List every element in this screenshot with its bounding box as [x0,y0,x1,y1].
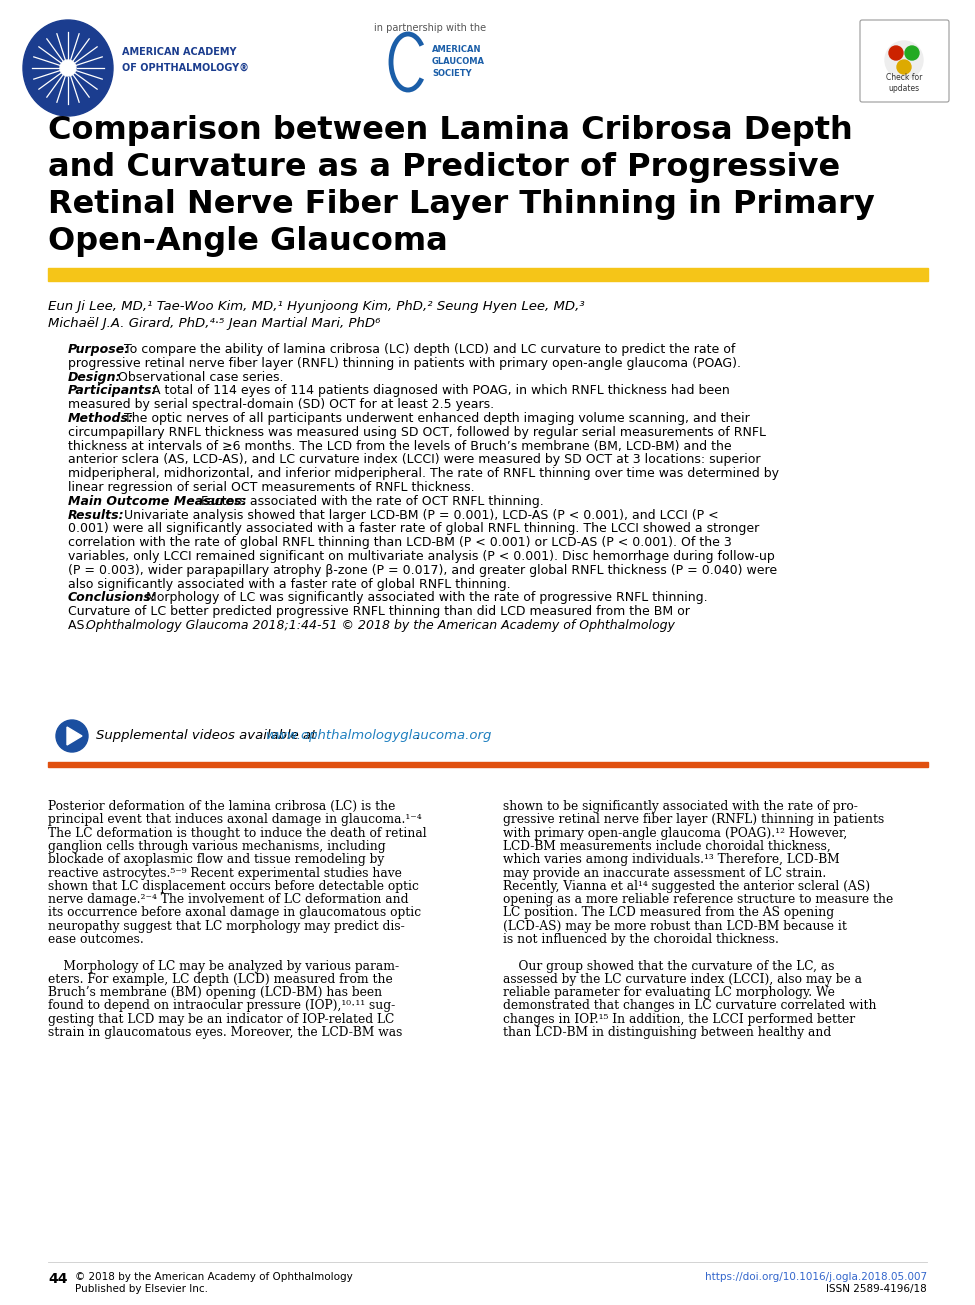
Text: Recently, Vianna et al¹⁴ suggested the anterior scleral (AS): Recently, Vianna et al¹⁴ suggested the a… [503,880,870,893]
Text: ISSN 2589-4196/18: ISSN 2589-4196/18 [826,1284,927,1295]
Text: Comparison between Lamina Cribrosa Depth: Comparison between Lamina Cribrosa Depth [48,115,853,146]
Circle shape [905,46,919,60]
Circle shape [56,720,88,752]
Text: linear regression of serial OCT measurements of RNFL thickness.: linear regression of serial OCT measurem… [68,482,475,495]
FancyBboxPatch shape [860,20,949,102]
Text: circumpapillary RNFL thickness was measured using SD OCT, followed by regular se: circumpapillary RNFL thickness was measu… [68,425,766,438]
Text: The LC deformation is thought to induce the death of retinal: The LC deformation is thought to induce … [48,826,427,839]
Text: gesting that LCD may be an indicator of IOP-related LC: gesting that LCD may be an indicator of … [48,1013,394,1026]
Ellipse shape [23,20,113,116]
Text: To compare the ability of lamina cribrosa (LC) depth (LCD) and LC curvature to p: To compare the ability of lamina cribros… [112,343,735,356]
Text: Published by Elsevier Inc.: Published by Elsevier Inc. [75,1284,208,1295]
Text: GLAUCOMA: GLAUCOMA [432,57,485,67]
Text: Observational case series.: Observational case series. [106,371,284,384]
Text: progressive retinal nerve fiber layer (RNFL) thinning in patients with primary o: progressive retinal nerve fiber layer (R… [68,356,741,369]
Text: Results:: Results: [68,509,125,522]
Text: also significantly associated with a faster rate of global RNFL thinning.: also significantly associated with a fas… [68,578,511,591]
Text: Eun Ji Lee, MD,¹ Tae-Woo Kim, MD,¹ Hyunjoong Kim, PhD,² Seung Hyen Lee, MD,³: Eun Ji Lee, MD,¹ Tae-Woo Kim, MD,¹ Hyunj… [48,300,585,313]
Text: LCD-BM measurements include choroidal thickness,: LCD-BM measurements include choroidal th… [503,840,831,853]
Text: and Curvature as a Predictor of Progressive: and Curvature as a Predictor of Progress… [48,151,840,183]
Text: AS.: AS. [68,619,93,632]
Text: Curvature of LC better predicted progressive RNFL thinning than did LCD measured: Curvature of LC better predicted progres… [68,606,690,619]
Text: © 2018 by the American Academy of Ophthalmology: © 2018 by the American Academy of Ophtha… [75,1272,353,1282]
Text: anterior sclera (AS, LCD-AS), and LC curvature index (LCCI) were measured by SD : anterior sclera (AS, LCD-AS), and LC cur… [68,453,760,466]
Text: gressive retinal nerve fiber layer (RNFL) thinning in patients: gressive retinal nerve fiber layer (RNFL… [503,813,884,826]
Text: Methods:: Methods: [68,412,134,425]
Text: 0.001) were all significantly associated with a faster rate of global RNFL thinn: 0.001) were all significantly associated… [68,522,760,535]
Text: Open-Angle Glaucoma: Open-Angle Glaucoma [48,226,448,257]
Text: ganglion cells through various mechanisms, including: ganglion cells through various mechanism… [48,840,386,853]
Text: Our group showed that the curvature of the LC, as: Our group showed that the curvature of t… [503,959,835,972]
Text: shown that LC displacement occurs before detectable optic: shown that LC displacement occurs before… [48,880,419,893]
Bar [48,268,928,281]
Text: (LCD-AS) may be more robust than LCD-BM because it: (LCD-AS) may be more robust than LCD-BM … [503,920,847,933]
Text: demonstrated that changes in LC curvature correlated with: demonstrated that changes in LC curvatur… [503,1000,877,1013]
Circle shape [889,46,903,60]
Text: changes in IOP.¹⁵ In addition, the LCCI performed better: changes in IOP.¹⁵ In addition, the LCCI … [503,1013,855,1026]
Circle shape [885,40,923,80]
Text: Purpose:: Purpose: [68,343,131,356]
Text: found to depend on intraocular pressure (IOP),¹⁰⋅¹¹ sug-: found to depend on intraocular pressure … [48,1000,395,1013]
Text: Factors associated with the rate of OCT RNFL thinning.: Factors associated with the rate of OCT … [189,495,544,508]
Text: Design:: Design: [68,371,122,384]
Text: Bruch’s membrane (BM) opening (LCD-BM) has been: Bruch’s membrane (BM) opening (LCD-BM) h… [48,987,382,1000]
Text: Morphology of LC was significantly associated with the rate of progressive RNFL : Morphology of LC was significantly assoc… [134,591,708,604]
Text: Retinal Nerve Fiber Layer Thinning in Primary: Retinal Nerve Fiber Layer Thinning in Pr… [48,189,875,221]
Text: Check for
updates: Check for updates [886,73,922,93]
Text: .: . [415,729,419,743]
Text: assessed by the LC curvature index (LCCI), also may be a: assessed by the LC curvature index (LCCI… [503,974,862,985]
Text: Supplemental videos available at: Supplemental videos available at [96,729,321,743]
Text: AMERICAN ACADEMY: AMERICAN ACADEMY [122,47,237,57]
Text: blockade of axoplasmic flow and tissue remodeling by: blockade of axoplasmic flow and tissue r… [48,853,384,867]
Text: LC position. The LCD measured from the AS opening: LC position. The LCD measured from the A… [503,907,835,920]
Text: Conclusions:: Conclusions: [68,591,157,604]
Text: www.ophthalmologyglaucoma.org: www.ophthalmologyglaucoma.org [266,729,492,743]
Text: strain in glaucomatous eyes. Moreover, the LCD-BM was: strain in glaucomatous eyes. Moreover, t… [48,1026,403,1039]
Circle shape [897,60,911,74]
Text: reactive astrocytes.⁵⁻⁹ Recent experimental studies have: reactive astrocytes.⁵⁻⁹ Recent experimen… [48,867,402,880]
Text: SOCIETY: SOCIETY [432,69,472,78]
Text: reliable parameter for evaluating LC morphology. We: reliable parameter for evaluating LC mor… [503,987,835,1000]
Text: nerve damage.²⁻⁴ The involvement of LC deformation and: nerve damage.²⁻⁴ The involvement of LC d… [48,893,409,906]
Text: shown to be significantly associated with the rate of pro-: shown to be significantly associated wit… [503,800,858,813]
Circle shape [60,60,76,76]
Text: measured by serial spectral-domain (SD) OCT for at least 2.5 years.: measured by serial spectral-domain (SD) … [68,398,494,411]
Text: its occurrence before axonal damage in glaucomatous optic: its occurrence before axonal damage in g… [48,907,421,920]
Text: OF OPHTHALMOLOGY®: OF OPHTHALMOLOGY® [122,63,249,73]
Bar [48,762,928,767]
Text: 44: 44 [48,1272,67,1285]
Text: correlation with the rate of global RNFL thinning than LCD-BM (P < 0.001) or LCD: correlation with the rate of global RNFL… [68,536,732,549]
Text: Morphology of LC may be analyzed by various param-: Morphology of LC may be analyzed by vari… [48,959,399,972]
Text: Univariate analysis showed that larger LCD-BM (P = 0.001), LCD-AS (P < 0.001), a: Univariate analysis showed that larger L… [112,509,719,522]
Text: (P = 0.003), wider parapapillary atrophy β-zone (P = 0.017), and greater global : (P = 0.003), wider parapapillary atrophy… [68,564,777,577]
Text: principal event that induces axonal damage in glaucoma.¹⁻⁴: principal event that induces axonal dama… [48,813,421,826]
Text: than LCD-BM in distinguishing between healthy and: than LCD-BM in distinguishing between he… [503,1026,832,1039]
Text: Posterior deformation of the lamina cribrosa (LC) is the: Posterior deformation of the lamina crib… [48,800,396,813]
Polygon shape [67,727,82,745]
Text: eters. For example, LC depth (LCD) measured from the: eters. For example, LC depth (LCD) measu… [48,974,393,985]
Text: The optic nerves of all participants underwent enhanced depth imaging volume sca: The optic nerves of all participants und… [112,412,750,425]
Text: Main Outcome Measures:: Main Outcome Measures: [68,495,247,508]
Text: in partnership with the: in partnership with the [374,23,487,33]
Text: may provide an inaccurate assessment of LC strain.: may provide an inaccurate assessment of … [503,867,826,880]
Text: opening as a more reliable reference structure to measure the: opening as a more reliable reference str… [503,893,893,906]
Text: midperipheral, midhorizontal, and inferior midperipheral. The rate of RNFL thinn: midperipheral, midhorizontal, and inferi… [68,467,779,480]
Text: A total of 114 eyes of 114 patients diagnosed with POAG, in which RNFL thickness: A total of 114 eyes of 114 patients diag… [139,385,729,398]
Text: Participants:: Participants: [68,385,158,398]
Text: which varies among individuals.¹³ Therefore, LCD-BM: which varies among individuals.¹³ Theref… [503,853,839,867]
Text: variables, only LCCI remained significant on multivariate analysis (P < 0.001). : variables, only LCCI remained significan… [68,549,775,562]
Text: Michaël J.A. Girard, PhD,⁴⋅⁵ Jean Martial Mari, PhD⁶: Michaël J.A. Girard, PhD,⁴⋅⁵ Jean Martia… [48,317,380,330]
Text: neuropathy suggest that LC morphology may predict dis-: neuropathy suggest that LC morphology ma… [48,920,405,933]
Text: with primary open-angle glaucoma (POAG).¹² However,: with primary open-angle glaucoma (POAG).… [503,826,847,839]
Text: is not influenced by the choroidal thickness.: is not influenced by the choroidal thick… [503,933,779,946]
Text: ease outcomes.: ease outcomes. [48,933,143,946]
Text: https://doi.org/10.1016/j.ogla.2018.05.007: https://doi.org/10.1016/j.ogla.2018.05.0… [705,1272,927,1282]
Text: AMERICAN: AMERICAN [432,46,482,55]
Text: Ophthalmology Glaucoma 2018;1:44-51 © 2018 by the American Academy of Ophthalmol: Ophthalmology Glaucoma 2018;1:44-51 © 20… [86,619,675,632]
Text: thickness at intervals of ≥6 months. The LCD from the levels of Bruch’s membrane: thickness at intervals of ≥6 months. The… [68,440,731,453]
